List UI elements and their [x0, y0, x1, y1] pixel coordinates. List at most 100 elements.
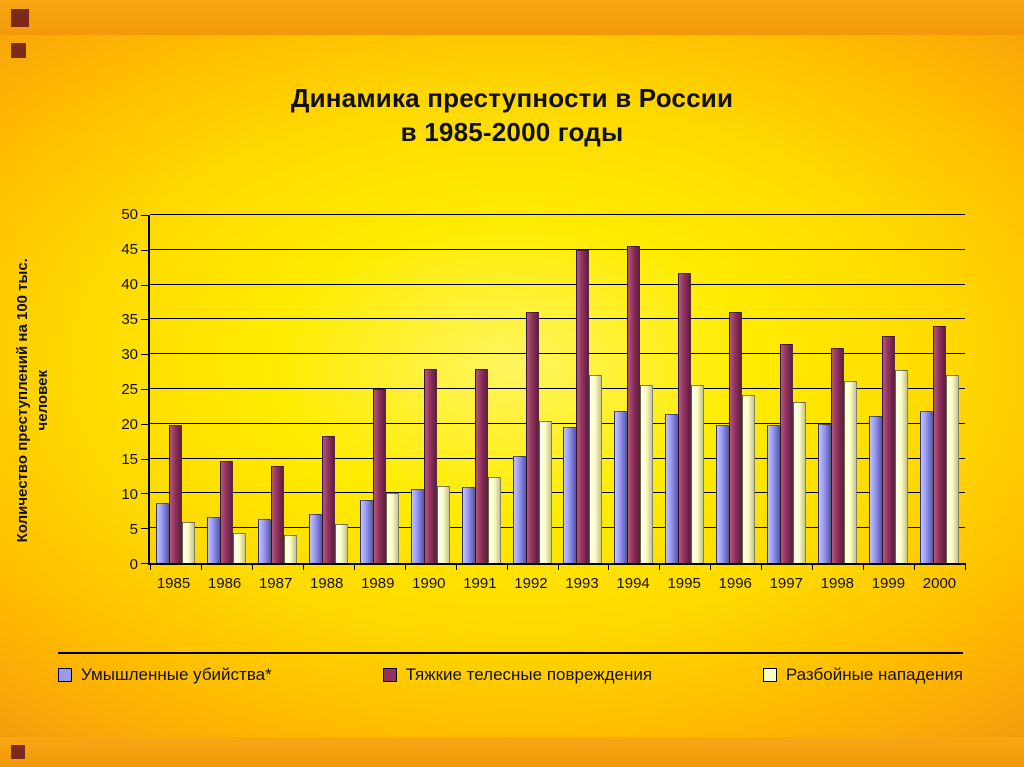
y-axis-title: Количество преступлений на 100 тыс. чело… — [13, 258, 54, 542]
bar — [767, 425, 781, 563]
bar — [168, 424, 182, 563]
legend-divider — [58, 652, 963, 654]
bar — [716, 424, 730, 563]
bar — [831, 347, 845, 563]
bar — [436, 485, 450, 563]
bar — [665, 414, 679, 563]
decorative-square-upper — [11, 43, 26, 58]
gridline — [150, 283, 965, 285]
bar — [563, 426, 577, 563]
x-axis-label: 1992 — [514, 575, 548, 592]
x-axis-tick — [914, 563, 916, 570]
bar — [232, 533, 246, 563]
bar-group-1987 — [252, 215, 303, 563]
y-axis-tick — [141, 354, 148, 356]
y-axis-tick-label: 15 — [121, 451, 138, 468]
y-axis-title-line2: человек — [34, 369, 52, 431]
x-axis-tick — [812, 563, 814, 570]
y-axis-tick-label: 10 — [121, 486, 138, 503]
top-band — [0, 0, 1024, 35]
bar — [181, 521, 195, 563]
bar — [474, 368, 488, 563]
bar — [895, 370, 909, 563]
gridline — [150, 388, 965, 389]
y-axis-title-wrap: Количество преступлений на 100 тыс. чело… — [4, 175, 62, 625]
y-axis-tick — [141, 493, 148, 495]
y-axis-tick-label: 0 — [129, 556, 138, 573]
legend-marker — [382, 668, 397, 682]
x-axis-label: 1989 — [361, 575, 395, 592]
y-axis-tick-label: 50 — [121, 206, 138, 223]
y-axis-tick — [141, 458, 148, 460]
legend-item: Тяжкие телесные повреждения — [382, 665, 652, 685]
bar — [155, 503, 169, 563]
x-axis-label: 1993 — [565, 575, 599, 592]
gridline — [150, 214, 965, 215]
bar — [678, 273, 692, 563]
chart-title-line1: Динамика преступности в России — [290, 83, 734, 113]
bar — [512, 455, 526, 563]
chart-title-line2: в 1985-2000 годы — [400, 117, 624, 148]
bar-group-1993 — [558, 215, 609, 563]
x-axis-label: 1985 — [156, 575, 191, 592]
bar — [321, 435, 335, 563]
legend: Умышленные убийства* Тяжкие телесные повр… — [58, 665, 963, 685]
x-axis-tick — [404, 563, 406, 570]
x-axis-label: 1990 — [412, 575, 446, 592]
bar-group-1990 — [405, 215, 456, 563]
bar — [882, 336, 896, 563]
bar — [640, 384, 654, 563]
bar-group-1994 — [608, 215, 659, 563]
bar-group-1988 — [303, 215, 354, 563]
y-axis-tick — [141, 284, 148, 286]
legend-marker — [762, 668, 777, 682]
gridline — [150, 457, 965, 459]
decorative-square-bottom — [11, 745, 25, 759]
bar-group-1986 — [201, 215, 252, 563]
x-axis-label: 1987 — [258, 575, 293, 592]
x-axis-label: 1988 — [310, 575, 344, 592]
chart-title: Динамика преступности в России в 1985-20… — [0, 81, 1024, 150]
gridline — [150, 353, 965, 355]
bar-group-1997 — [761, 215, 812, 563]
x-axis-tick — [455, 563, 457, 570]
gridline — [150, 248, 965, 250]
y-axis-tick-label: 20 — [121, 416, 138, 433]
bar — [525, 311, 539, 563]
x-axis-tick — [710, 563, 712, 570]
bar — [627, 246, 641, 563]
x-axis-labels: 1985 1986 1987 1988 1989 1990 1991 1992 1993 1994… — [148, 575, 965, 592]
x-axis-label: 1995 — [667, 575, 701, 592]
bar — [487, 476, 501, 563]
x-axis-tick — [863, 563, 865, 570]
x-axis-tick — [659, 563, 661, 570]
x-axis-label: 1986 — [207, 575, 242, 592]
x-axis-tick — [761, 563, 763, 570]
bar — [372, 389, 386, 563]
bar — [423, 368, 437, 563]
bar — [614, 411, 628, 563]
y-axis-tick-label: 25 — [121, 381, 138, 398]
bar-group-1992 — [507, 215, 558, 563]
bar-group-1991 — [456, 215, 507, 563]
y-axis-tick — [141, 249, 148, 251]
bottom-band — [0, 737, 1024, 767]
bar — [257, 519, 271, 563]
x-axis-label: 2000 — [922, 575, 957, 592]
legend-label: Умышленные убийства* — [81, 665, 272, 684]
bar — [283, 535, 297, 563]
gridline — [150, 318, 965, 320]
bar — [461, 487, 475, 563]
bar — [742, 395, 756, 563]
x-axis-tick — [353, 563, 355, 570]
bar — [308, 513, 322, 563]
bar — [793, 402, 807, 563]
bar-group-2000 — [914, 215, 965, 563]
bar — [334, 524, 348, 563]
plot-area — [141, 214, 966, 570]
decorative-square-top — [11, 9, 29, 27]
bar — [818, 423, 832, 563]
y-axis-tick — [141, 423, 148, 425]
y-axis-tick-labels: 0 5 10 15 20 25 30 35 40 45 50 — [94, 207, 138, 573]
